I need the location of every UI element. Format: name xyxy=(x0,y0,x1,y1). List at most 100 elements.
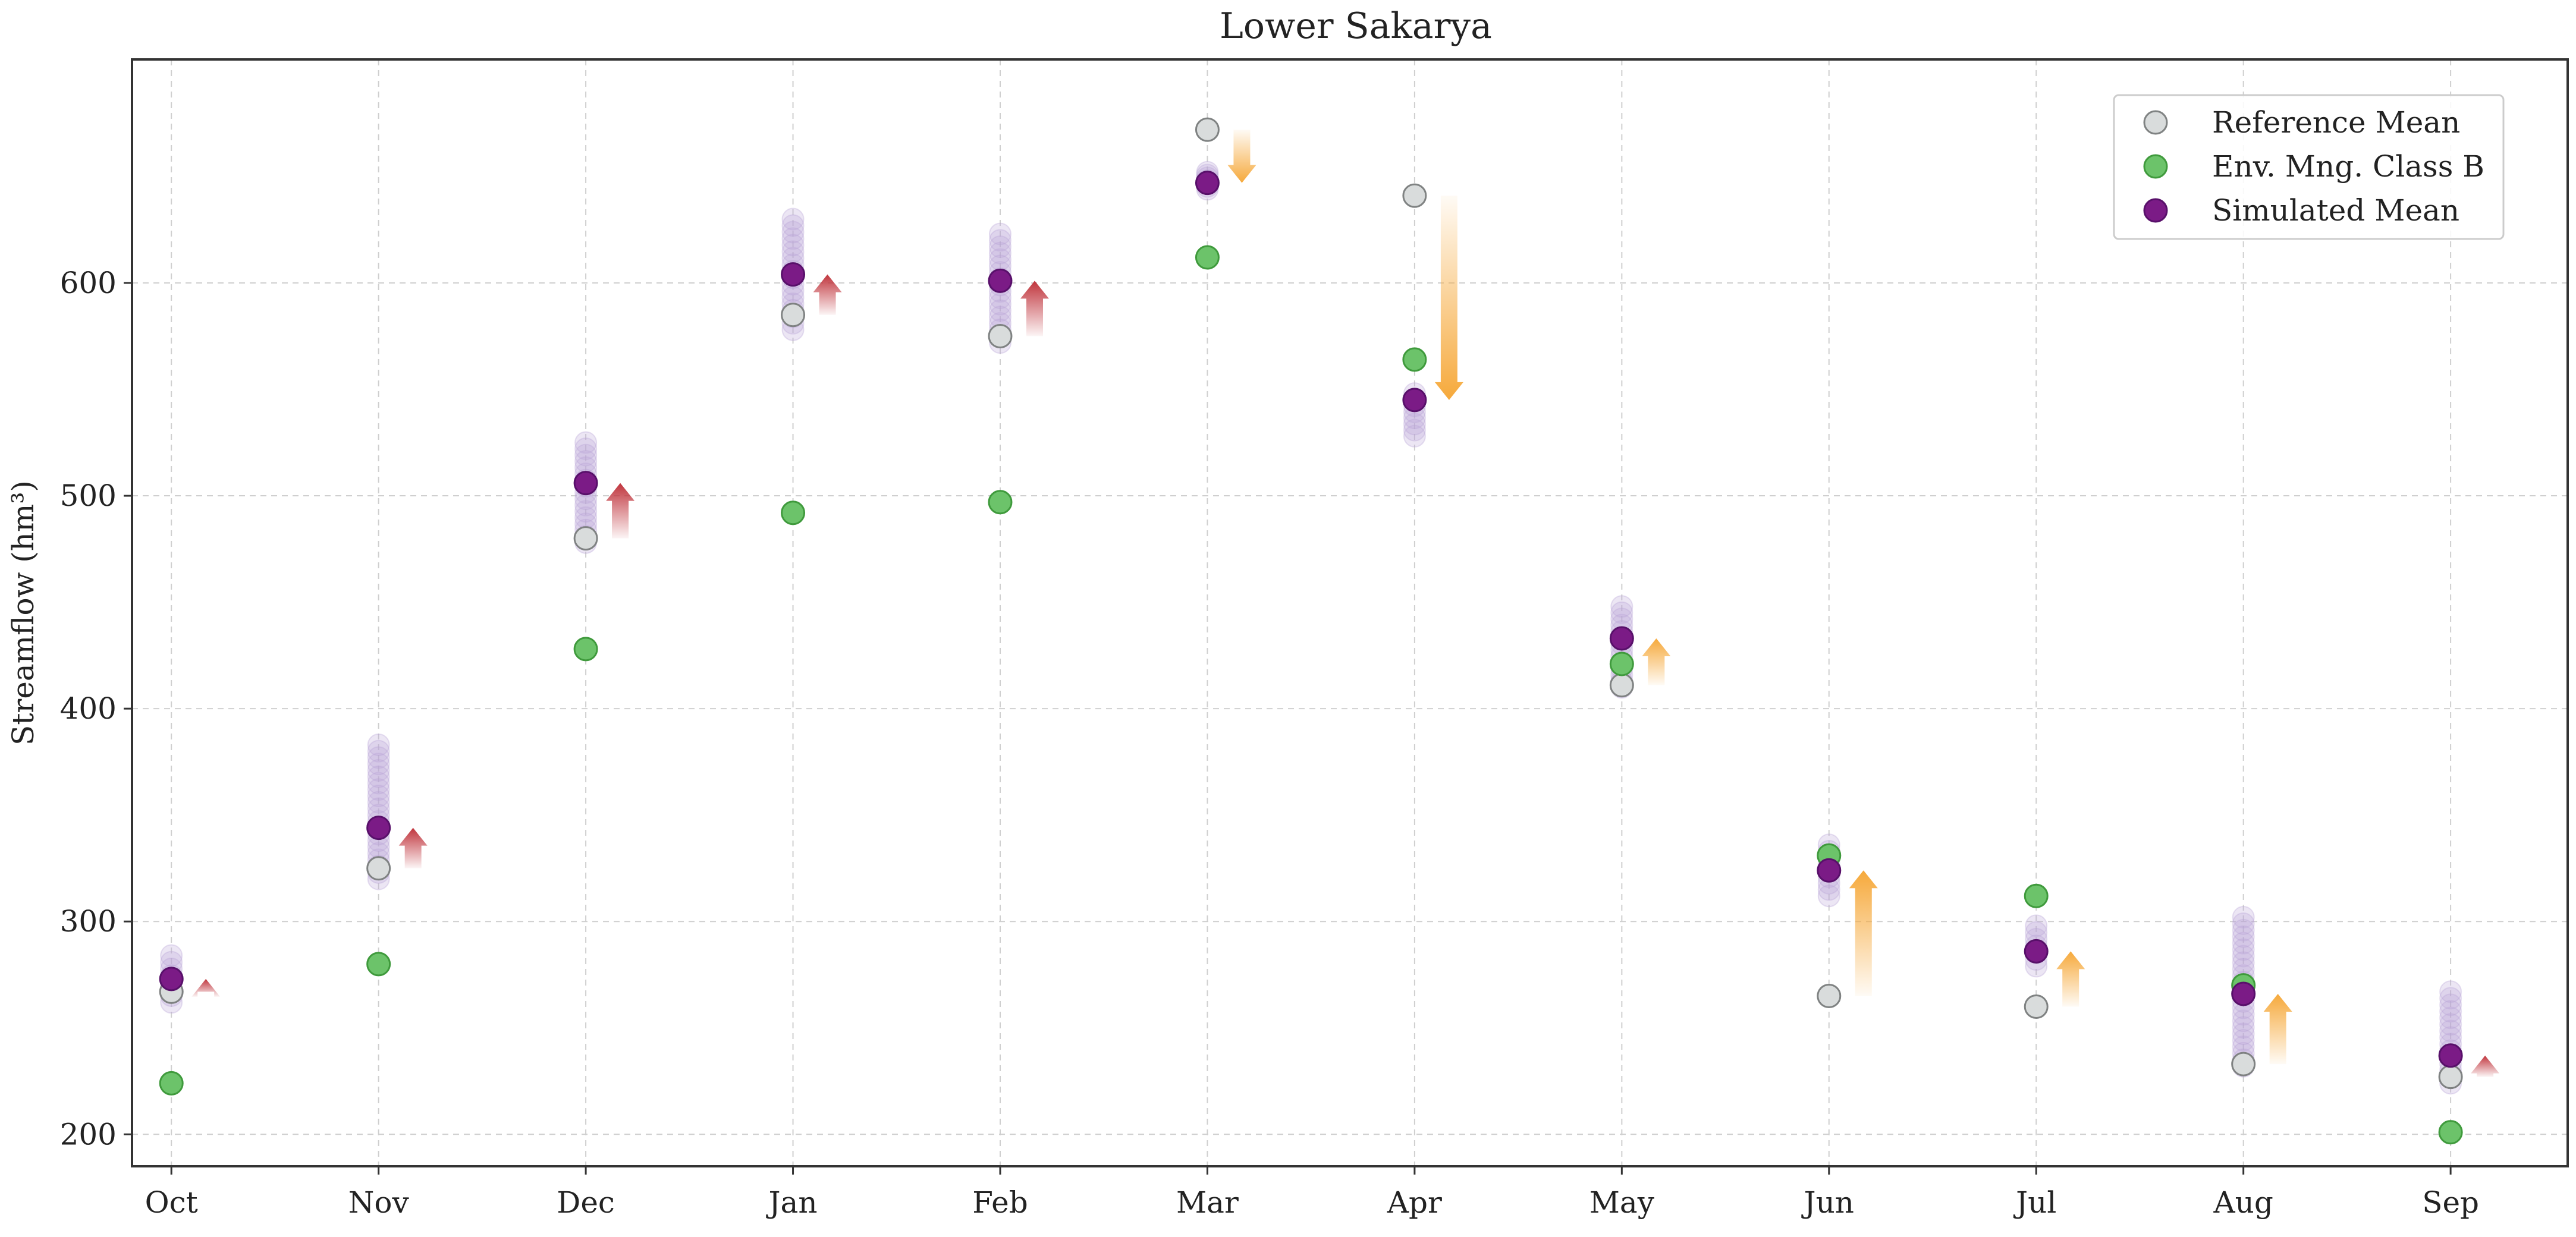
ensemble-point xyxy=(1403,424,1426,448)
simulated-mean-point xyxy=(2438,1043,2463,1068)
legend-marker-env-class-b xyxy=(2143,154,2168,179)
x-tick-label: Jan xyxy=(766,1185,818,1220)
change-arrow-shape xyxy=(1849,870,1878,996)
ensemble-point xyxy=(2232,1029,2255,1052)
ensemble-point xyxy=(1817,885,1840,908)
y-tick-label: 300 xyxy=(60,904,117,939)
ensemble-point xyxy=(367,791,390,814)
env-class-b-point xyxy=(1402,347,1427,372)
simulated-mean-point xyxy=(573,471,598,496)
change-arrow xyxy=(1434,196,1463,400)
ensemble-point xyxy=(2232,1009,2255,1033)
x-tick-label: Sep xyxy=(2422,1185,2479,1220)
env-class-b-point xyxy=(2438,1120,2463,1145)
ensemble-point xyxy=(2232,1022,2255,1046)
legend-marker-reference-mean xyxy=(2143,110,2168,135)
ensemble-point xyxy=(1403,418,1426,442)
env-class-b-point xyxy=(1609,651,1634,676)
ensemble-point xyxy=(2232,925,2255,948)
env-class-b-point xyxy=(366,952,391,977)
change-arrow xyxy=(813,274,842,315)
change-arrow xyxy=(1020,281,1049,336)
ensemble-point xyxy=(2439,987,2462,1010)
change-arrow xyxy=(191,978,221,997)
ensemble-point xyxy=(2232,918,2255,942)
reference-mean-point xyxy=(1402,183,1427,208)
reference-mean-point xyxy=(2438,1065,2463,1090)
change-arrow xyxy=(1642,638,1671,685)
ensemble-point xyxy=(1403,413,1426,436)
ensemble-point xyxy=(2439,1013,2462,1036)
change-arrow xyxy=(2471,1055,2500,1077)
reference-mean-point xyxy=(2024,994,2049,1019)
point-layer xyxy=(159,117,2463,1145)
ensemble-point xyxy=(574,437,598,461)
change-arrow-shape xyxy=(1020,281,1049,336)
x-tick-label: Jul xyxy=(2013,1185,2056,1220)
reference-mean-point xyxy=(781,303,806,328)
y-tick-label: 600 xyxy=(60,266,117,300)
change-arrow-shape xyxy=(813,274,842,315)
env-class-b-point xyxy=(781,501,806,525)
change-arrow xyxy=(1227,130,1256,183)
x-tick-label: Nov xyxy=(348,1185,410,1220)
reference-mean-point xyxy=(366,856,391,881)
x-tick-label: Feb xyxy=(972,1185,1028,1220)
change-arrow-shape xyxy=(2471,1055,2500,1077)
ensemble-point xyxy=(2232,931,2255,955)
ensemble-point xyxy=(367,758,390,782)
x-tick-label: Apr xyxy=(1387,1185,1442,1220)
ensemble-point xyxy=(2025,914,2048,937)
ensemble-point xyxy=(574,431,598,454)
y-tick-label: 500 xyxy=(60,479,117,513)
change-arrow-shape xyxy=(1642,638,1671,685)
ensemble-point xyxy=(2439,1000,2462,1023)
change-arrow-shape xyxy=(606,483,635,539)
ensemble-point xyxy=(367,778,390,801)
simulated-mean-point xyxy=(2231,981,2256,1006)
x-tick-label: Dec xyxy=(557,1185,615,1220)
x-axis-ticks: Oct Nov Dec Jan Feb Mar Apr May Jun Jul Aug Sep xyxy=(145,1166,2479,1220)
env-class-b-point xyxy=(2024,883,2049,908)
ensemble-point xyxy=(574,443,598,467)
change-arrow-shape xyxy=(191,978,221,997)
ensemble-point xyxy=(988,299,1011,322)
env-class-b-point xyxy=(159,1071,184,1096)
reference-mean-point xyxy=(1195,117,1220,142)
ensemble-point xyxy=(367,753,390,776)
ensemble-point xyxy=(160,944,183,967)
change-arrow xyxy=(606,483,635,539)
ensemble-point xyxy=(2439,1019,2462,1043)
simulated-mean-point xyxy=(1195,171,1220,196)
ensemble-point xyxy=(367,734,390,757)
change-arrow xyxy=(2056,951,2085,1007)
legend-label: Reference Mean xyxy=(2212,105,2460,140)
change-arrow-shape xyxy=(398,827,428,868)
ensemble-point xyxy=(2232,938,2255,961)
ensemble-point xyxy=(367,765,390,788)
reference-mean-point xyxy=(1817,984,1842,1009)
change-arrow-shape xyxy=(2263,993,2292,1065)
env-class-b-point xyxy=(573,637,598,662)
env-class-b-point xyxy=(1195,245,1220,270)
x-tick-label: May xyxy=(1589,1185,1655,1220)
change-arrow xyxy=(2263,993,2292,1065)
ensemble-point xyxy=(781,227,805,250)
ensemble-point xyxy=(988,241,1011,265)
y-tick-label: 200 xyxy=(60,1117,117,1151)
chart-title: Lower Sakarya xyxy=(1220,5,1492,47)
ensemble-point xyxy=(988,222,1011,245)
simulated-mean-point xyxy=(781,262,806,287)
ensemble-point xyxy=(574,500,598,523)
ensemble-point xyxy=(2439,993,2462,1016)
ensemble-point xyxy=(2232,945,2255,968)
legend-marker-simulated-mean xyxy=(2143,198,2168,223)
ensemble-point xyxy=(367,772,390,795)
change-arrow-shape xyxy=(1434,196,1463,400)
change-arrow-shape xyxy=(2056,951,2085,1007)
y-axis-label: Streamflow (hm³) xyxy=(6,480,40,745)
legend-box xyxy=(2113,94,2505,240)
ensemble-point xyxy=(781,214,805,237)
ensemble-point xyxy=(2439,980,2462,1003)
reference-mean-point xyxy=(573,526,598,551)
